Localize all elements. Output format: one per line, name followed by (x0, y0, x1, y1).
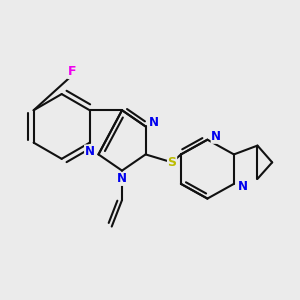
Text: S: S (168, 156, 177, 169)
Text: F: F (68, 65, 76, 79)
Text: N: N (85, 145, 94, 158)
Text: N: N (149, 116, 159, 129)
Text: N: N (211, 130, 221, 143)
Text: N: N (238, 180, 248, 193)
Text: N: N (116, 172, 126, 185)
